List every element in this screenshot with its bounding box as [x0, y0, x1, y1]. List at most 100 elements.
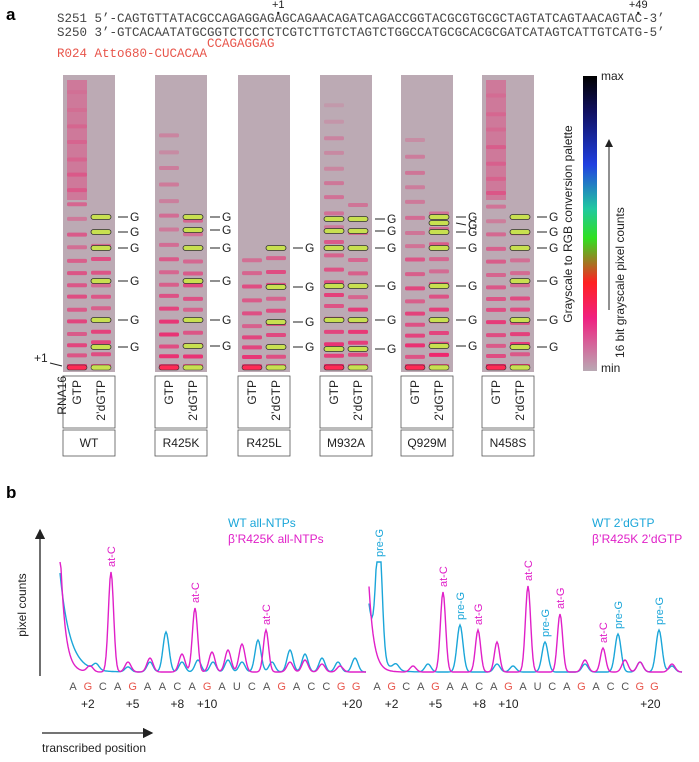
position-label: +20 [640, 697, 661, 711]
sequence-letter: C [621, 681, 629, 693]
gel-band [183, 330, 203, 335]
lane-label: 2’dGTP [94, 380, 108, 421]
g-label: G [387, 279, 396, 293]
gel-band [91, 306, 111, 311]
peak-label: pre-G [455, 592, 467, 620]
g-label: G [468, 225, 477, 239]
gel-band [91, 283, 111, 288]
gel-band [67, 139, 87, 144]
lane-box [319, 375, 373, 429]
gel-band-hot [323, 216, 345, 222]
gel-band [510, 352, 530, 357]
gel-band [405, 354, 425, 359]
gel-band [486, 259, 506, 264]
gel-band [324, 103, 344, 108]
gel-band-hot [265, 364, 287, 371]
gel-band [159, 166, 179, 171]
gel-band [405, 272, 425, 277]
g-label: G [468, 339, 477, 353]
gel-band-hot [428, 317, 450, 323]
sequence-letter: G [203, 681, 212, 693]
gel-band-hot [265, 344, 287, 350]
sequence-letter: A [461, 681, 469, 693]
sequence-letter: C [307, 681, 315, 693]
panel-label: a [6, 5, 16, 24]
gel-band-hot [428, 220, 450, 226]
gel-band-hot [323, 283, 345, 289]
gel-band [510, 332, 530, 337]
gel-band [67, 172, 87, 177]
gel-band-hot [347, 283, 369, 289]
gel-band [159, 227, 179, 232]
g-label: G [130, 225, 139, 239]
peak-label: pre-G [613, 601, 625, 629]
g-label: G [222, 223, 231, 237]
gel-band [324, 292, 344, 297]
gel-band [429, 307, 449, 312]
sequence-letter: G [387, 681, 396, 693]
gel-band [67, 90, 87, 95]
gel-band [242, 311, 262, 316]
gel-band [242, 298, 262, 303]
g-label: G [549, 340, 558, 354]
sequence-letter: C [248, 681, 256, 693]
gel-band [405, 244, 425, 249]
sequence-letter: A [293, 681, 301, 693]
gel-band [67, 108, 87, 113]
g-label: G [305, 280, 314, 294]
gel-band-hot [182, 214, 204, 220]
y-axis-label: pixel counts [15, 573, 29, 636]
peak-label: at-C [190, 582, 202, 603]
name-box [319, 429, 373, 457]
position-marker: +1 [272, 0, 285, 11]
trace [368, 585, 683, 673]
gel-band [486, 273, 506, 278]
gel-band-hot [347, 364, 369, 371]
gel-smear [67, 80, 87, 200]
position-marker: +49 [629, 0, 648, 11]
gel-band-hot [90, 317, 112, 323]
gel-band [348, 203, 368, 208]
gel-band [324, 211, 344, 216]
sequence-letter: A [218, 681, 226, 693]
g-label: G [387, 313, 396, 327]
gel-band [486, 307, 506, 312]
g-label: G [130, 313, 139, 327]
gel-band [486, 176, 506, 181]
g-label: G [222, 210, 231, 224]
lane-label: GTP [162, 380, 176, 405]
mutant-name: M932A [327, 436, 365, 450]
position-label: +5 [429, 697, 443, 711]
gel-band [348, 258, 368, 263]
gel-band [91, 270, 111, 275]
gel-band [486, 191, 506, 196]
position-label: +8 [472, 697, 486, 711]
position-label: +5 [126, 697, 140, 711]
sequence-letter: G [504, 681, 513, 693]
gel-band-hot [265, 245, 287, 251]
gel-band-hot [182, 364, 204, 371]
gel-band [405, 199, 425, 204]
gel-band [486, 343, 506, 348]
gel-band-hot [265, 284, 287, 290]
palette-min: min [601, 361, 620, 375]
gel-band [266, 256, 286, 261]
template-strand: S251 5’-CAGTGTTATACGCCAGAGGAGAGCAGAACAGA… [57, 12, 665, 26]
sequence-letter: C [322, 681, 330, 693]
gel-band [348, 307, 368, 312]
gel-band [67, 202, 87, 207]
gel-band-hot [90, 214, 112, 220]
gel-band [91, 340, 111, 345]
position-label: +8 [170, 697, 184, 711]
g-label: G [130, 241, 139, 255]
sequence-letter: G [577, 681, 586, 693]
gel-band [159, 293, 179, 298]
gel-band [486, 232, 506, 237]
gel-band [348, 329, 368, 334]
gel-band-hot [347, 228, 369, 234]
lane-label: 2’dGTP [432, 380, 446, 421]
template-strand: S250 3’-GTCACAATATGCGGTCTCCTCTCGTCTTGTCT… [57, 26, 665, 40]
sequence-letter: G [650, 681, 659, 693]
position-dot [637, 11, 640, 15]
gel-band [183, 296, 203, 301]
